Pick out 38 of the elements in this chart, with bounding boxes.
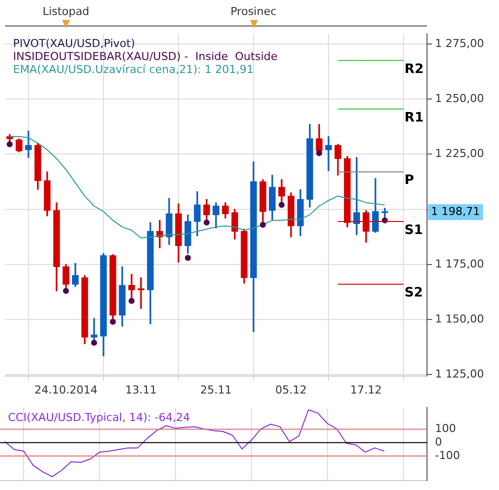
x-tick-label: 17.12 <box>350 383 382 396</box>
y-tick-label: -100 <box>435 448 460 462</box>
ref-line-label: R1 <box>404 110 424 126</box>
point <box>184 254 191 261</box>
ref-line-label: P <box>404 173 414 188</box>
y-tick-label: 1 275,00 <box>435 36 484 50</box>
point <box>91 340 98 346</box>
text: Prosinec <box>230 4 277 18</box>
point <box>62 288 69 294</box>
point <box>278 202 285 208</box>
point <box>260 222 266 228</box>
y-tick-label: 1 125,00 <box>435 368 484 381</box>
candlestick <box>325 136 332 172</box>
y-tick-label: 1 150,00 <box>435 312 484 326</box>
candlestick <box>25 130 32 158</box>
x-tick-label: 24.10.2014 <box>34 383 98 396</box>
text: 1 198,71 <box>431 205 480 218</box>
y-tick-label: 100 <box>435 422 456 436</box>
point <box>204 220 210 226</box>
ref-line-label: S1 <box>404 222 423 238</box>
y-tick-label: 1 175,00 <box>435 257 484 270</box>
y-tick-label: 1 225,00 <box>435 147 484 160</box>
y-tick-label: 1 250,00 <box>435 92 484 105</box>
chart-title: CCI(XAU/USD.Typical, 14): -64,24 <box>8 410 190 424</box>
text: Listopad <box>42 4 90 18</box>
x-tick-label: 25.11 <box>200 383 232 396</box>
y-tick-label: 0 <box>435 435 442 448</box>
annotation: PIVOT(XAU/USD,Pivot) <box>13 37 136 50</box>
point <box>110 318 116 325</box>
x-tick-label: 13.11 <box>125 383 157 396</box>
point <box>6 141 13 148</box>
text: EMA(XAU/USD.Uzavírací cena,21): 1 201,91 <box>13 63 255 76</box>
point <box>316 150 322 156</box>
point <box>128 298 135 304</box>
ref-line-label: R2 <box>404 62 424 77</box>
text: INSIDEOUTSIDEBAR(XAU/USD) - Inside Outside <box>13 50 278 63</box>
ref-line-label: S2 <box>404 286 423 301</box>
x-tick-label: 05.12 <box>275 383 307 396</box>
